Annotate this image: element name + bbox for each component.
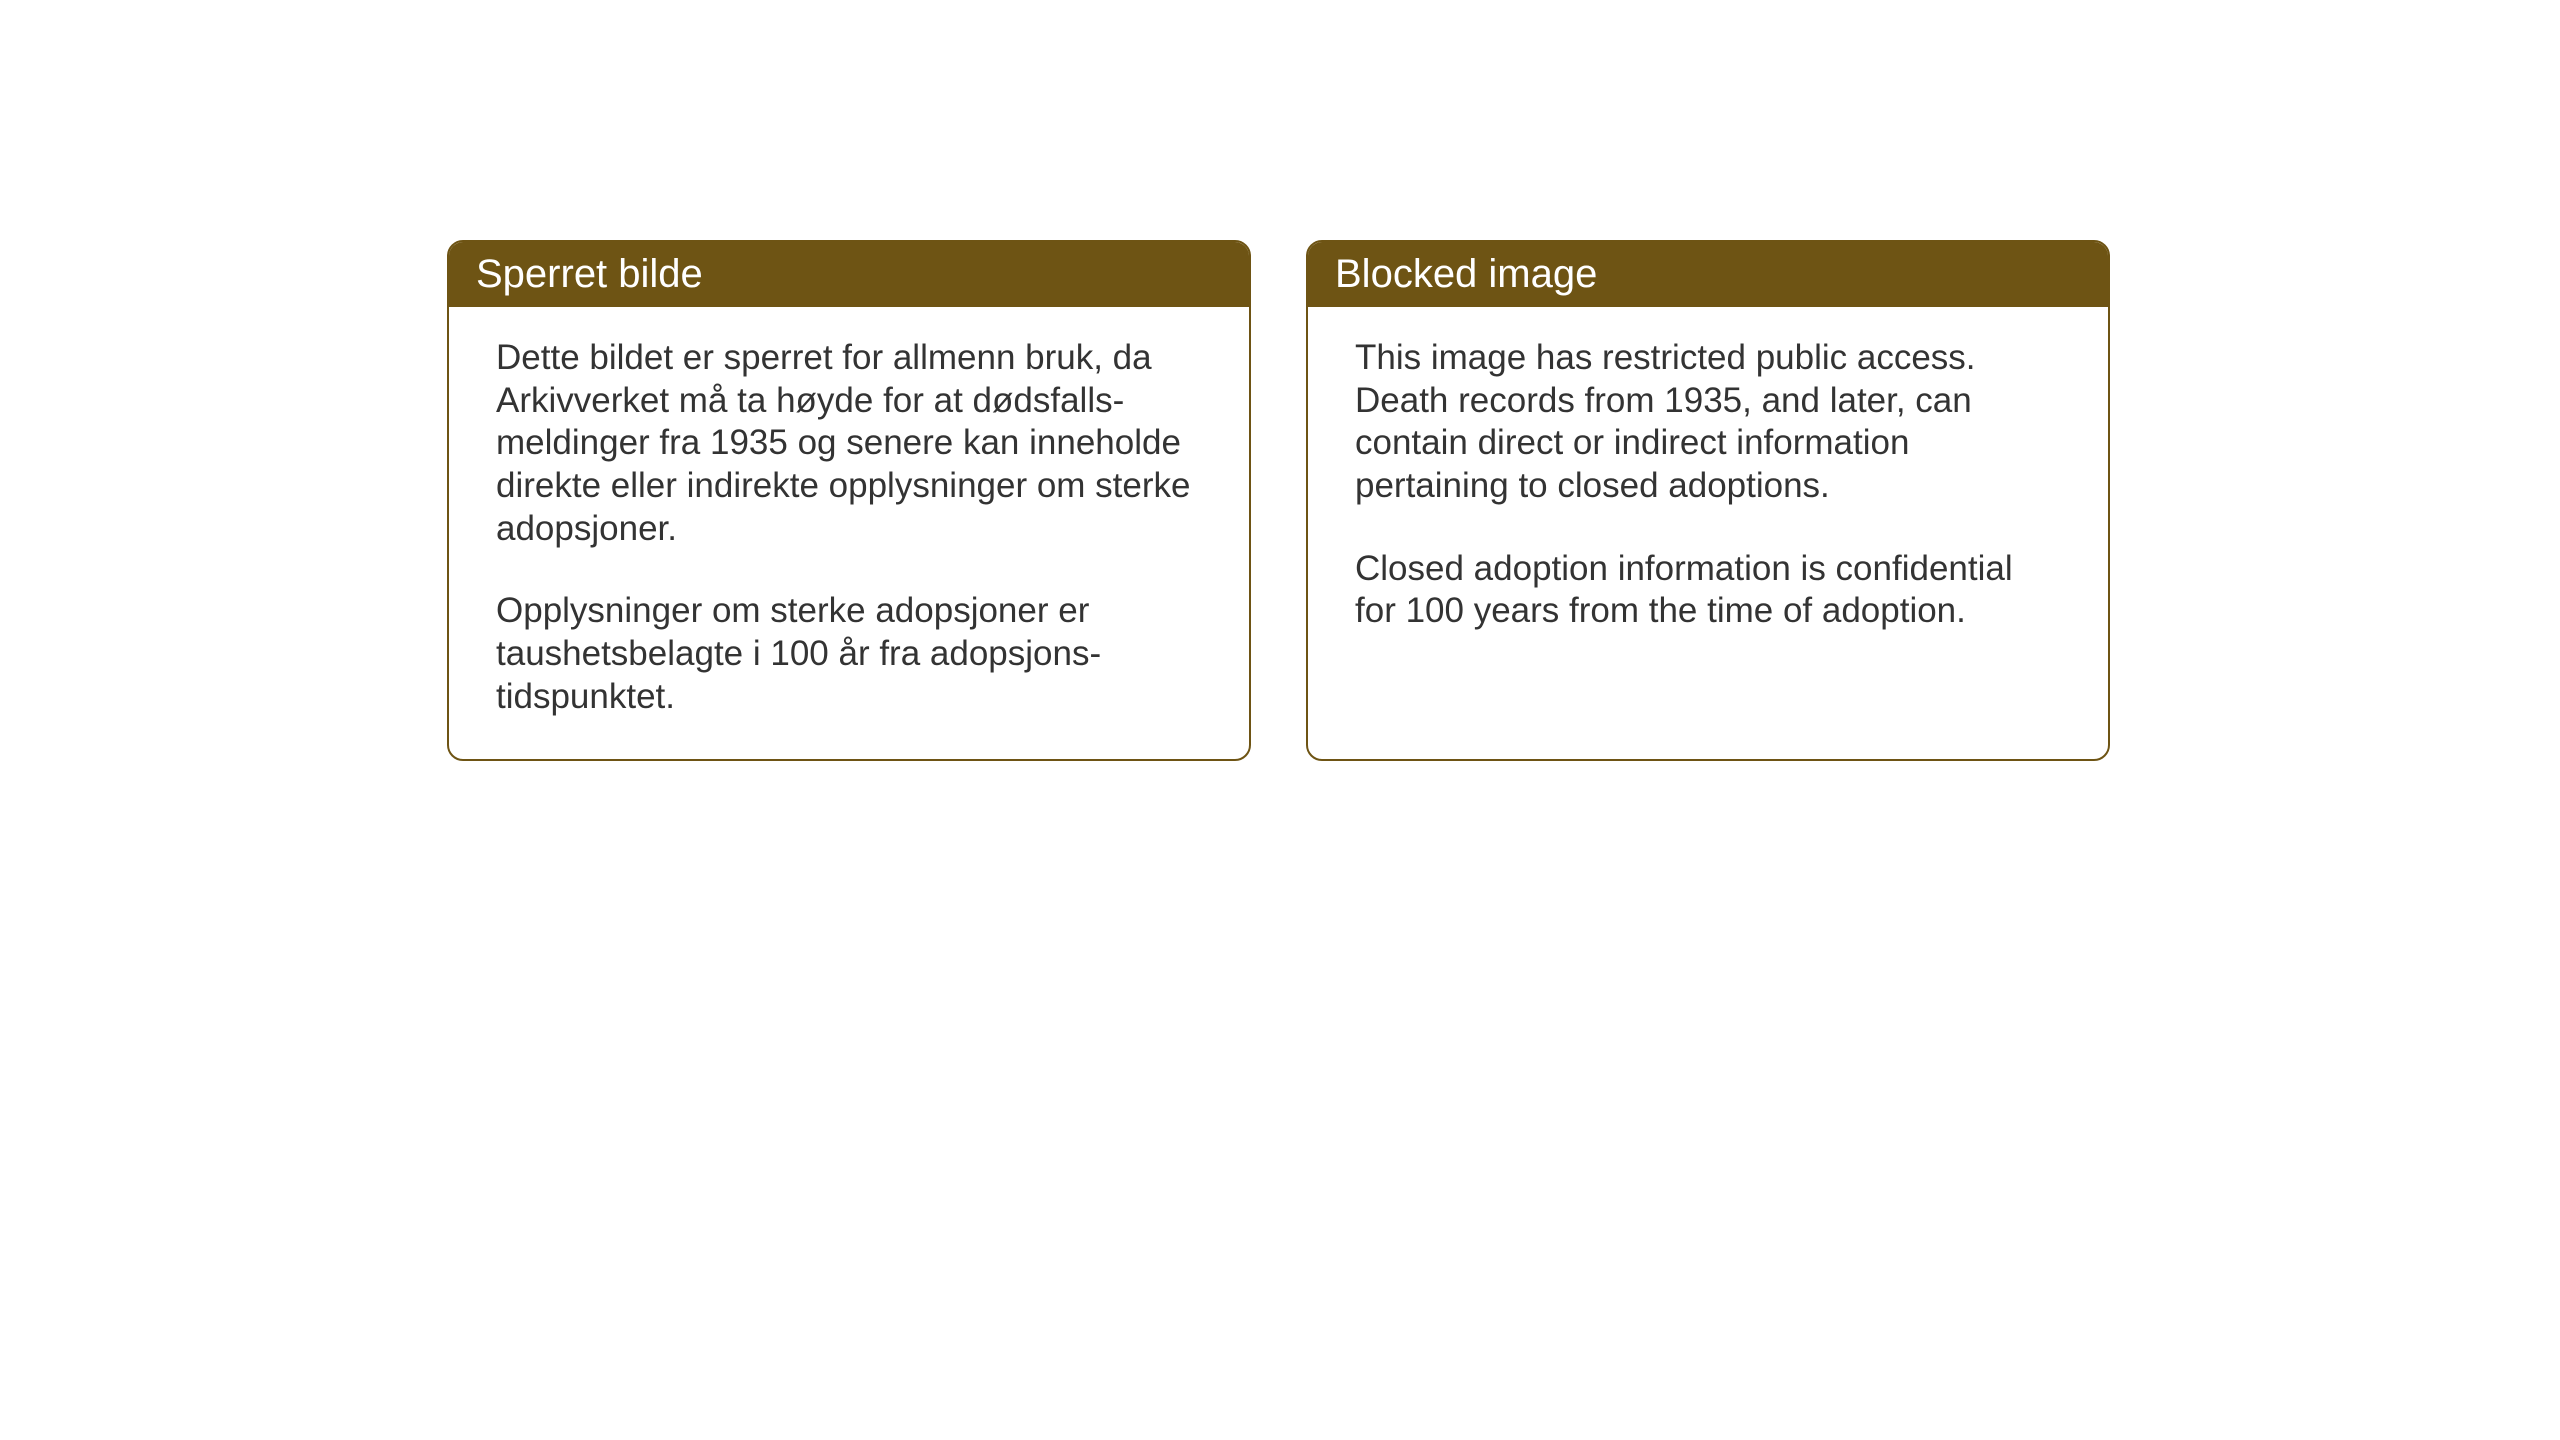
english-notice-card: Blocked image This image has restricted …	[1306, 240, 2110, 761]
norwegian-notice-card: Sperret bilde Dette bildet er sperret fo…	[447, 240, 1251, 761]
english-paragraph-2: Closed adoption information is confident…	[1355, 548, 2061, 633]
norwegian-card-title: Sperret bilde	[449, 242, 1249, 307]
english-paragraph-1: This image has restricted public access.…	[1355, 337, 2061, 508]
notice-container: Sperret bilde Dette bildet er sperret fo…	[447, 240, 2110, 761]
english-card-body: This image has restricted public access.…	[1308, 307, 2108, 727]
norwegian-card-body: Dette bildet er sperret for allmenn bruk…	[449, 307, 1249, 759]
norwegian-paragraph-2: Opplysninger om sterke adopsjoner er tau…	[496, 590, 1202, 718]
norwegian-paragraph-1: Dette bildet er sperret for allmenn bruk…	[496, 337, 1202, 550]
english-card-title: Blocked image	[1308, 242, 2108, 307]
